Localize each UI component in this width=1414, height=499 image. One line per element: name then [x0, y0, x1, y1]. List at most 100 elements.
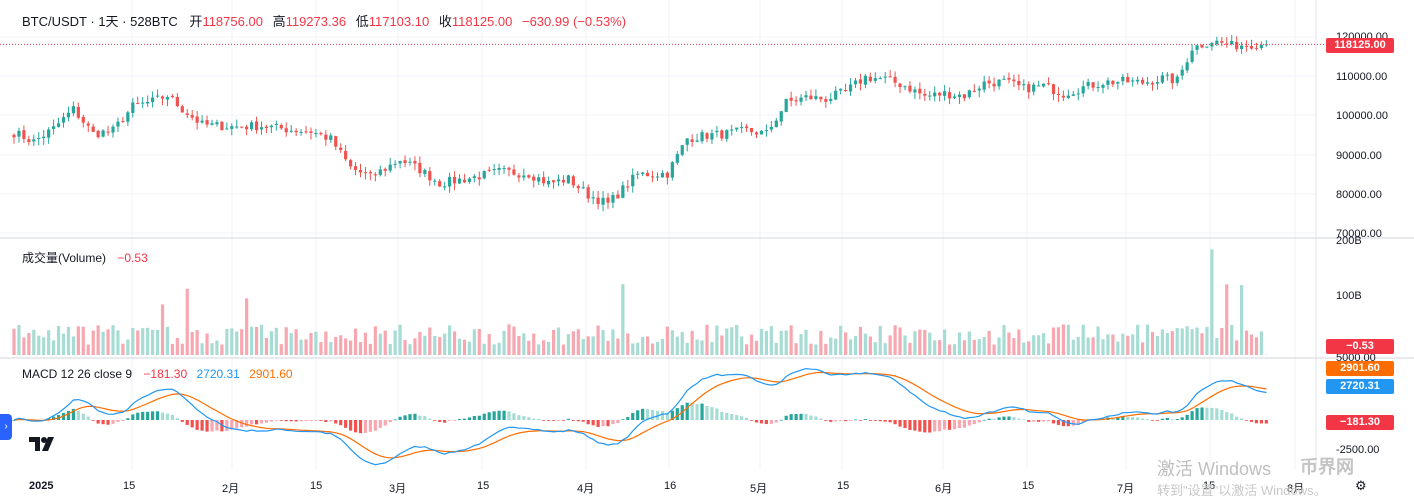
candle [963, 94, 966, 98]
expand-panel-handle[interactable]: › [0, 414, 12, 440]
volume-bar [498, 343, 501, 355]
volume-tick: 100B [1336, 290, 1362, 302]
macd-histogram-bar [1002, 417, 1005, 420]
candle [196, 117, 199, 123]
volume-bar [1072, 340, 1075, 355]
volume-bar [1225, 284, 1228, 355]
volume-bar [428, 328, 431, 355]
macd-signal-value: 2901.60 [249, 367, 292, 381]
candle [671, 162, 674, 177]
volume-bar [889, 335, 892, 355]
macd-histogram-bar [770, 420, 773, 424]
volume-bar [126, 339, 129, 355]
volume-bar [577, 329, 580, 355]
candle [329, 135, 332, 140]
volume-bar [700, 340, 703, 355]
macd-histogram-bar [1156, 420, 1159, 421]
volume-bar [641, 337, 644, 355]
volume-bar [225, 329, 228, 355]
macd-histogram-bar [611, 420, 614, 424]
macd-histogram-bar [1250, 420, 1253, 422]
time-tick: 15 [310, 480, 322, 492]
macd-histogram-bar [146, 412, 149, 420]
volume-bar [493, 344, 496, 355]
candle [780, 111, 783, 121]
candle [116, 122, 119, 127]
candle [349, 160, 352, 166]
macd-legend[interactable]: MACD 12 26 close 9 −181.30 2720.31 2901.… [22, 367, 293, 381]
volume-bar [1131, 334, 1134, 355]
volume-bar [829, 338, 832, 355]
candle [483, 171, 486, 178]
macd-histogram-bar [572, 420, 575, 421]
candle [913, 89, 916, 92]
volume-bar [67, 327, 70, 355]
macd-histogram-bar [186, 420, 189, 425]
volume-bar [156, 330, 159, 355]
volume-bar [1126, 336, 1129, 355]
volume-bar [314, 332, 317, 355]
macd-histogram-bar [765, 420, 768, 424]
volume-bar [1022, 343, 1025, 355]
hist-tag: −181.30 [1326, 415, 1394, 430]
volume-bar [448, 325, 451, 355]
candle [527, 175, 530, 177]
candle [1230, 41, 1233, 44]
macd-histogram-bar [314, 420, 317, 421]
candle [1017, 81, 1020, 85]
volume-bar [953, 344, 956, 355]
macd-histogram-bar [943, 420, 946, 430]
volume-bar [1215, 338, 1218, 355]
time-tick: 16 [664, 480, 676, 492]
volume-bar [606, 341, 609, 355]
low-label: 低 [356, 14, 369, 29]
candle [433, 181, 436, 182]
volume-bar [507, 324, 510, 355]
macd-histogram-bar [1240, 418, 1243, 420]
candle [606, 198, 609, 203]
candle [1106, 80, 1109, 84]
candle [1146, 82, 1149, 83]
candle [874, 78, 877, 81]
macd-histogram-bar [255, 420, 258, 424]
volume-bar [1101, 339, 1104, 355]
volume-bar [92, 330, 95, 355]
macd-histogram-bar [87, 417, 90, 420]
volume-bar [399, 325, 402, 355]
macd-histogram-bar [587, 420, 590, 424]
volume-bar [626, 333, 629, 355]
volume-legend[interactable]: 成交量(Volume) −0.53 [22, 249, 148, 266]
candle [1191, 51, 1194, 62]
settings-gear-icon[interactable]: ⚙ [1355, 478, 1367, 494]
candle [1171, 74, 1174, 84]
windows-activation-hint: 转到"设置"以激活 Windows。 [1157, 480, 1327, 499]
macd-histogram-bar [433, 420, 436, 421]
volume-bar [988, 331, 991, 355]
volume-bar [592, 336, 595, 355]
candle [498, 168, 501, 170]
candle [106, 132, 109, 133]
candle [22, 130, 25, 139]
macd-histogram-bar [106, 420, 109, 425]
macd-histogram-bar [686, 403, 689, 420]
macd-histogram-bar [1220, 410, 1223, 420]
candle [1067, 96, 1070, 98]
volume-bar [923, 330, 926, 355]
macd-histogram-bar [859, 420, 862, 421]
volume-bar [814, 344, 817, 355]
macd-histogram-bar [463, 419, 466, 420]
symbol-title[interactable]: BTC/USDT · 1天 · 528BTC [22, 14, 178, 29]
candle [582, 187, 585, 188]
volume-bar [691, 331, 694, 355]
volume-bar [656, 342, 659, 355]
volume-bar [1245, 330, 1248, 355]
candle [1260, 45, 1263, 48]
candle [111, 127, 114, 133]
volume-bar [1210, 249, 1213, 355]
candle [958, 95, 961, 97]
volume-bar [933, 340, 936, 355]
volume-bar [72, 337, 75, 355]
candle [502, 168, 505, 169]
macd-histogram-bar [1007, 416, 1010, 420]
